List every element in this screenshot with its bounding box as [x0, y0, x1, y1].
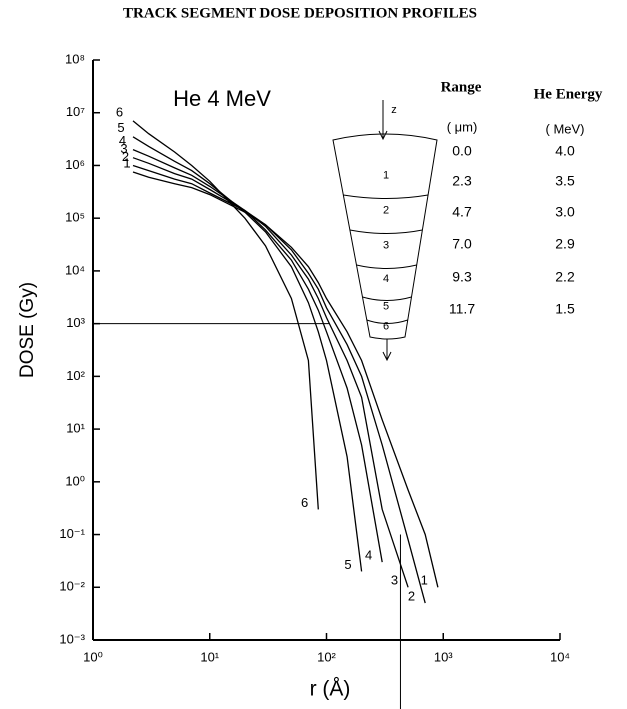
- cone: [332, 133, 438, 340]
- segment-label: 5: [383, 300, 389, 312]
- y-tick-label: 10⁻²: [59, 579, 85, 594]
- segment-label: 6: [383, 320, 389, 332]
- series-line: [132, 171, 439, 588]
- y-tick-label: 10⁸: [65, 51, 85, 66]
- y-tick-label: 10²: [66, 368, 85, 383]
- series-label: 2: [408, 589, 415, 604]
- series-label: 5: [117, 120, 124, 135]
- y-tick-label: 10¹: [66, 421, 85, 436]
- segment-boundary: [356, 264, 417, 269]
- series-line: [132, 120, 319, 510]
- y-tick-label: 10⁻³: [59, 631, 85, 646]
- table-cell: 7.0: [452, 236, 472, 252]
- table-header: Range: [441, 79, 482, 95]
- table-cell: 4.7: [452, 204, 472, 220]
- table-cell: 3.5: [555, 173, 575, 189]
- series-label: 1: [123, 155, 130, 170]
- series-label: 1: [421, 573, 428, 588]
- y-tick-label: 10⁶: [65, 157, 85, 172]
- exit-arrow: [382, 339, 392, 362]
- y-axis-label: DOSE (Gy): [17, 282, 38, 378]
- x-tick-label: 10¹: [200, 649, 219, 664]
- series-line: [132, 164, 426, 604]
- series-line: [132, 157, 409, 588]
- table-cell: 9.3: [452, 269, 472, 285]
- segment-label: 2: [383, 204, 389, 216]
- series-label: 4: [365, 548, 372, 563]
- segment-boundary: [343, 194, 429, 199]
- series-label: 6: [301, 495, 308, 510]
- table-cell: 1.5: [555, 301, 575, 317]
- series-label: 3: [120, 141, 127, 156]
- table-cell: 4.0: [555, 143, 575, 159]
- segment-label: 1: [383, 169, 389, 181]
- z-arrow-head: [378, 130, 388, 141]
- y-tick-label: 10⁰: [65, 473, 85, 488]
- segment-boundary: [349, 229, 423, 234]
- table-header: He Energy: [534, 86, 603, 102]
- x-tick-label: 10⁰: [83, 649, 103, 664]
- table-cell: 2.9: [555, 236, 575, 252]
- y-tick-label: 10⁵: [65, 210, 85, 225]
- chart-title: TRACK SEGMENT DOSE DEPOSITION PROFILES: [123, 5, 477, 21]
- series-label: 5: [344, 557, 351, 572]
- series-line: [132, 149, 383, 563]
- table-cell: 3.0: [555, 204, 575, 220]
- y-tick-label: 10⁷: [66, 104, 85, 119]
- segment-boundary: [366, 319, 408, 324]
- segment-boundary: [362, 296, 412, 301]
- table-unit: ( μm): [447, 119, 478, 134]
- x-tick-label: 10⁴: [550, 649, 570, 664]
- x-axis-label: r (Å): [310, 678, 351, 701]
- inset-axis-label: z: [391, 104, 397, 116]
- segment-label: 3: [383, 239, 389, 251]
- table-cell: 2.3: [452, 173, 472, 189]
- series-label: 3: [391, 573, 398, 588]
- y-tick-label: 10⁴: [65, 262, 85, 277]
- y-tick-label: 10³: [66, 315, 85, 330]
- inset-diagram: [332, 100, 438, 362]
- series-label: 2: [122, 149, 129, 164]
- table-cell: 0.0: [452, 143, 472, 159]
- x-tick-label: 10³: [434, 649, 453, 664]
- table-cell: 11.7: [449, 301, 475, 317]
- series-line: [132, 136, 363, 572]
- series-label: 4: [119, 133, 126, 148]
- annotation: He 4 MeV: [173, 86, 271, 111]
- series-label: 6: [116, 104, 123, 119]
- table-cell: 2.2: [555, 269, 575, 285]
- table-unit: ( MeV): [546, 121, 585, 136]
- y-tick-label: 10⁻¹: [59, 526, 85, 541]
- segment-label: 4: [383, 273, 389, 285]
- x-tick-label: 10²: [317, 649, 336, 664]
